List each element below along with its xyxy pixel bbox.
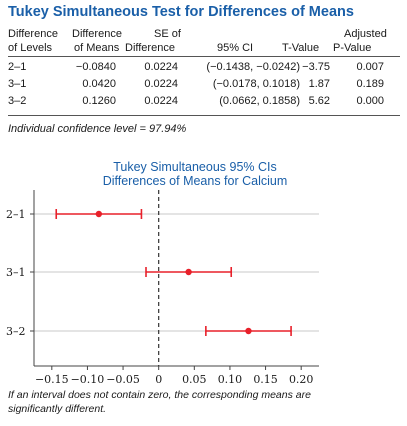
chart-subtitle: Differences of Means for Calcium (102, 174, 288, 188)
tukey-table: Difference of Levels Difference of Means… (8, 26, 400, 116)
header-t: T-Value (282, 42, 320, 54)
cell-se: 0.0224 (144, 61, 178, 73)
cell-se: 0.0224 (144, 78, 178, 90)
x-tick-label: 0 (155, 373, 162, 386)
x-tick-label: 0.20 (289, 373, 314, 386)
cell-diff: 0.1260 (82, 95, 116, 107)
cell-ci: (−0.1438, −0.0242) (206, 61, 300, 73)
x-tick-label: −0.10 (71, 373, 105, 386)
header-se-line2: Difference (125, 42, 175, 54)
ci-estimate-point (95, 210, 103, 218)
header-ci: 95% CI (217, 42, 254, 54)
cell-diff: 0.0420 (82, 78, 116, 90)
table-body: 2–1 −0.0840 0.0224 (−0.1438, −0.0242) −3… (8, 57, 400, 116)
header-p-line1: Adjusted (344, 28, 387, 40)
x-tick-label: −0.05 (106, 373, 140, 386)
cell-p: 0.189 (356, 78, 384, 90)
cell-se: 0.0224 (144, 95, 178, 107)
x-tick-label: 0.05 (182, 373, 207, 386)
cell-ci: (0.0662, 0.1858) (219, 95, 300, 107)
header-diff-line1: Difference (72, 28, 122, 40)
x-tick-label: 0.15 (253, 373, 278, 386)
x-tick-label: −0.15 (35, 373, 69, 386)
header-levels-line2: of Levels (8, 42, 53, 54)
header-diff-line2: of Means (74, 42, 120, 54)
cell-t: 5.62 (308, 95, 330, 107)
cell-p: 0.000 (356, 95, 384, 107)
cell-p: 0.007 (356, 61, 384, 73)
y-category-label: 3–1 (6, 266, 26, 279)
cell-t: −3.75 (302, 61, 330, 73)
header-se-line1: SE of (154, 28, 181, 40)
cell-t: 1.87 (308, 78, 330, 90)
cell-level: 3–2 (8, 95, 27, 107)
cell-level: 3–1 (8, 78, 27, 90)
table-row: 3–2 0.1260 0.0224 (0.0662, 0.1858) 5.62 … (8, 95, 400, 112)
table-header: Difference of Levels Difference of Means… (8, 26, 400, 57)
header-p-line2: P-Value (333, 42, 372, 54)
cell-level: 2–1 (8, 61, 27, 73)
header-levels-line1: Difference (8, 28, 58, 40)
ci-estimate-point (245, 327, 252, 335)
chart-title: Tukey Simultaneous 95% CIs (113, 160, 277, 174)
table-title: Tukey Simultaneous Test for Differences … (8, 4, 354, 20)
x-tick-label: 0.10 (218, 373, 243, 386)
y-category-label: 3–2 (6, 325, 26, 338)
table-row: 3–1 0.0420 0.0224 (−0.0178, 0.1018) 1.87… (8, 78, 400, 95)
cell-diff: −0.0840 (75, 61, 116, 73)
footnote: If an interval does not contain zero, th… (8, 389, 311, 415)
cell-ci: (−0.0178, 0.1018) (212, 78, 300, 90)
y-category-label: 2–1 (6, 208, 26, 221)
ci-estimate-point (185, 268, 192, 276)
table-row: 2–1 −0.0840 0.0224 (−0.1438, −0.0242) −3… (8, 61, 400, 78)
confidence-note: Individual confidence level = 97.94% (8, 123, 187, 135)
